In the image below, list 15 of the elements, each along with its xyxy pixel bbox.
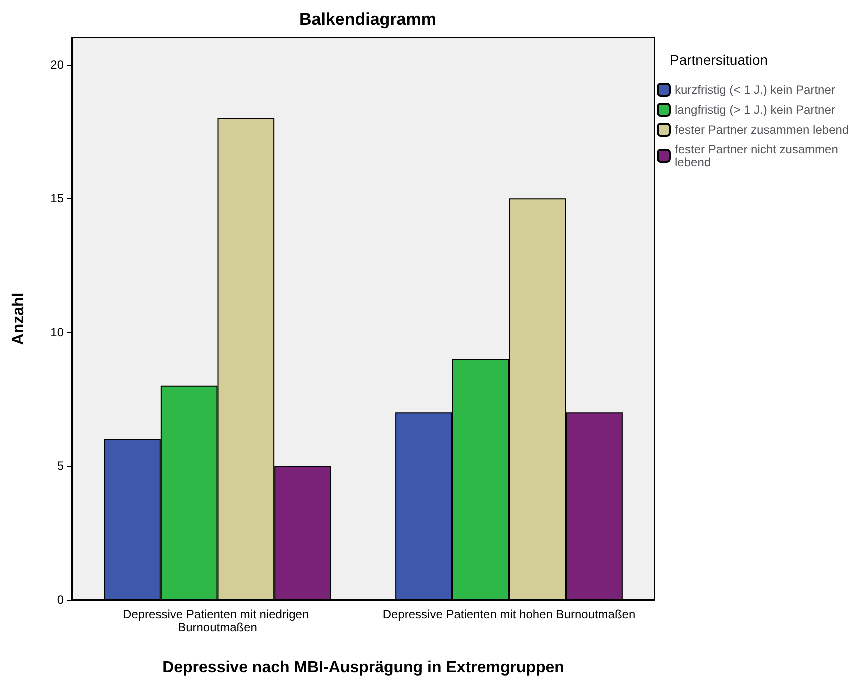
x-tick-label: Depressive Patienten mit hohen Burnoutmaßen	[382, 608, 636, 622]
legend-label: fester Partner nicht zusammen lebend	[675, 142, 842, 170]
y-tick-label: 15	[50, 192, 64, 206]
legend-label: langfristig (> 1 J.) kein Partner	[675, 103, 836, 117]
y-tick-label: 0	[57, 593, 64, 607]
y-tick-label: 20	[50, 58, 64, 72]
y-axis-title: Anzahl	[10, 292, 28, 346]
y-tick-label: 10	[50, 325, 64, 340]
legend-label: kurzfristig (< 1 J.) kein Partner	[675, 83, 836, 97]
x-tick-label: Depressive Patienten mit niedrigen Burnoutmaßen	[123, 608, 312, 634]
legend-label: fester Partner zusammen lebend	[675, 123, 850, 137]
y-tick-label: 5	[57, 459, 64, 474]
chart-title: Balkendiagramm	[300, 10, 436, 29]
legend-title: Partnersituation	[670, 52, 768, 68]
x-axis-title: Depressive nach MBI-Ausprägung in Extremgruppen	[162, 660, 564, 676]
